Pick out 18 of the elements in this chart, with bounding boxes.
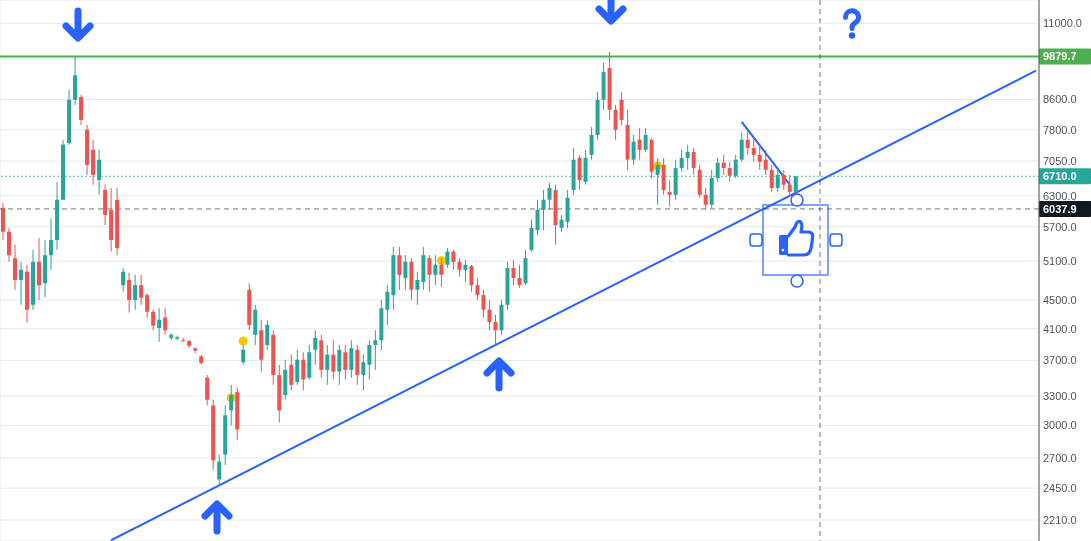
y-tick-label: 5700.0 [1043,220,1077,233]
y-tick-label: 3000.0 [1043,419,1077,432]
y-tick-label: 7800.0 [1043,123,1077,136]
y-tick-label: 8600.0 [1043,93,1077,106]
y-tick-label: 11000.0 [1043,17,1082,30]
y-tick-label: 2450.0 [1043,481,1077,494]
y-tick-label: 2700.0 [1043,451,1077,464]
y-tick-label: 5100.0 [1043,255,1077,268]
ref-line-label: 6037.9 [1043,202,1077,215]
y-tick-label: 2210.0 [1043,513,1077,526]
y-tick-label: 3300.0 [1043,389,1077,402]
y-tick-label: 4100.0 [1043,322,1077,335]
y-tick-label: 4500.0 [1043,293,1077,306]
ref-line-label: 9879.7 [1043,50,1077,63]
y-tick-label: 7050.0 [1043,154,1077,167]
ref-line-label: 6710.0 [1043,170,1077,183]
y-tick-label: 3700.0 [1043,354,1077,367]
y-tick-label: 6300.0 [1043,189,1077,202]
